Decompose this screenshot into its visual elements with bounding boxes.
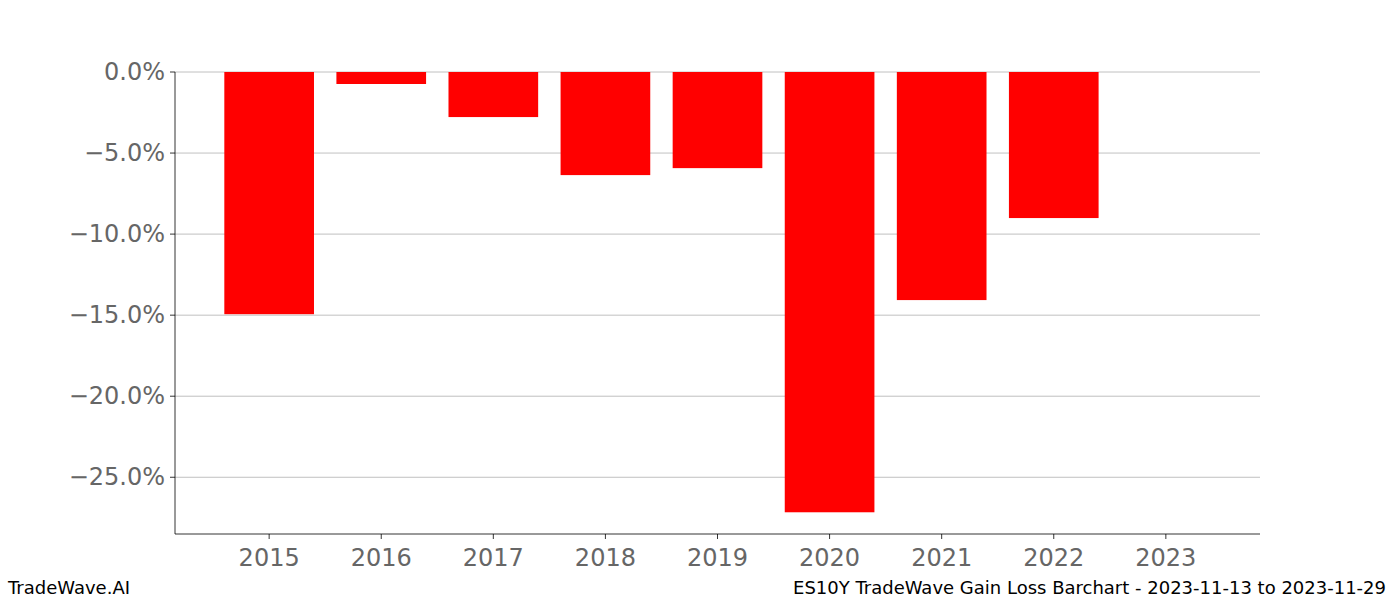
grid-line	[175, 477, 1260, 478]
watermark: TradeWave.AI	[7, 577, 130, 598]
x-tick	[381, 534, 382, 539]
y-tick-label: 0.0%	[104, 58, 165, 86]
bar	[561, 72, 651, 175]
grid-line	[175, 396, 1260, 397]
y-tick	[170, 396, 175, 397]
x-tick	[605, 534, 606, 539]
y-tick-label: −25.0%	[69, 463, 165, 491]
bars	[224, 72, 1098, 512]
grid-line	[175, 315, 1260, 316]
bar	[336, 72, 426, 84]
x-tick-label: 2017	[463, 544, 524, 572]
x-tick	[941, 534, 942, 539]
y-tick-label: −10.0%	[69, 220, 165, 248]
chart: 0.0% −5.0% −10.0% −15.0% −20.0% −25.0% 2015 201…	[0, 0, 1400, 600]
y-axis	[175, 72, 176, 534]
bar	[1009, 72, 1099, 218]
y-tick-label: −20.0%	[69, 382, 165, 410]
x-tick-label: 2015	[239, 544, 300, 572]
x-tick-label: 2020	[799, 544, 860, 572]
y-tick	[170, 315, 175, 316]
bar	[673, 72, 763, 168]
bar	[785, 72, 875, 512]
x-tick	[717, 534, 718, 539]
x-tick	[493, 534, 494, 539]
bar	[897, 72, 987, 300]
y-tick	[170, 153, 175, 154]
y-tick-label: −5.0%	[84, 139, 165, 167]
y-tick	[170, 234, 175, 235]
title: ES10Y TradeWave Gain Loss Barchart - 202…	[793, 577, 1386, 598]
grid-line	[175, 234, 1260, 235]
y-tick-label: −15.0%	[69, 301, 165, 329]
x-tick-label: 2022	[1023, 544, 1084, 572]
bar	[224, 72, 314, 314]
x-tick	[1053, 534, 1054, 539]
x-tick-label: 2019	[687, 544, 748, 572]
y-tick	[170, 477, 175, 478]
y-tick	[170, 72, 175, 73]
x-tick-label: 2023	[1135, 544, 1196, 572]
x-tick	[829, 534, 830, 539]
x-tick-label: 2016	[351, 544, 412, 572]
x-tick	[1165, 534, 1166, 539]
x-tick-label: 2018	[575, 544, 636, 572]
x-tick	[269, 534, 270, 539]
bar	[448, 72, 538, 117]
x-tick-label: 2021	[911, 544, 972, 572]
